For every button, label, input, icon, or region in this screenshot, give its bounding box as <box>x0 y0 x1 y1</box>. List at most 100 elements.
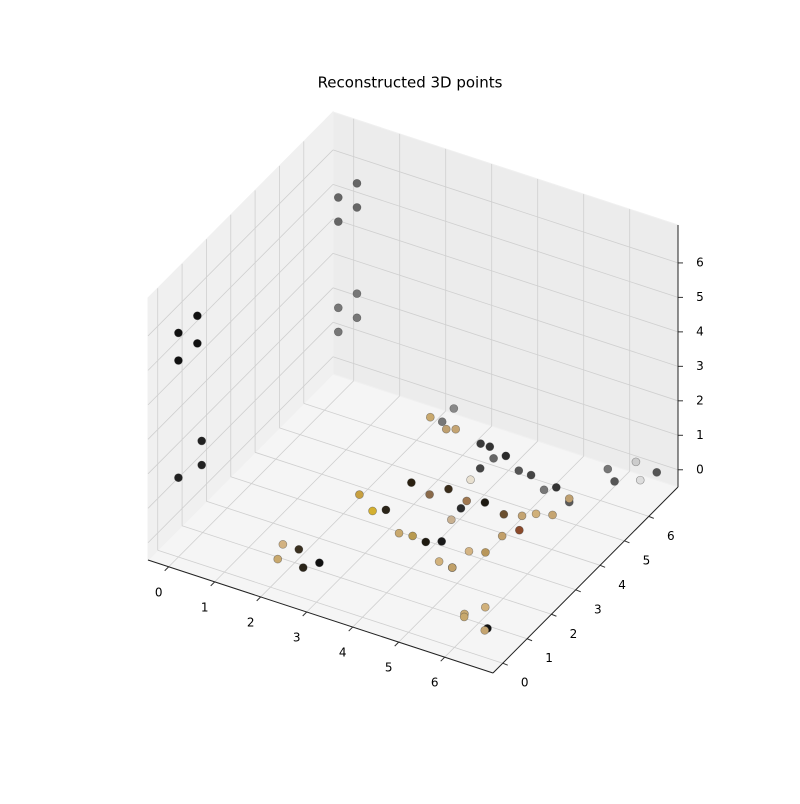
grid-line <box>352 440 538 628</box>
data-point <box>526 470 536 480</box>
data-point <box>551 483 561 492</box>
data-point <box>368 506 377 516</box>
z-tick-label: 0 <box>696 462 704 476</box>
y-tick-label: 2 <box>570 627 578 641</box>
grid-line <box>332 149 679 264</box>
y-tick-label: 5 <box>643 553 651 567</box>
data-point <box>441 424 451 434</box>
grid-line <box>444 470 630 658</box>
grid-line <box>303 402 649 517</box>
y-tick-label: 3 <box>594 602 602 616</box>
data-point <box>434 557 444 566</box>
grid-line <box>332 321 679 436</box>
tick-mark <box>502 662 508 666</box>
z-tick-label: 3 <box>696 359 704 373</box>
grid-line <box>168 380 354 568</box>
z-tick-label: 4 <box>696 324 704 338</box>
data-point <box>652 468 662 477</box>
tick-mark <box>648 515 654 519</box>
data-point <box>489 454 498 463</box>
data-point <box>437 537 446 546</box>
data-point <box>425 490 434 499</box>
data-point <box>174 356 183 365</box>
grid-line <box>306 425 492 613</box>
x-tick-label: 0 <box>155 585 163 599</box>
data-point <box>603 464 613 474</box>
tick-mark <box>599 564 606 568</box>
y-tick-label: 6 <box>667 529 675 543</box>
data-point <box>197 460 207 470</box>
data-point <box>610 477 619 486</box>
data-point <box>499 509 509 519</box>
x-tick-label: 6 <box>431 676 439 690</box>
data-point <box>631 457 641 467</box>
grid-line <box>332 287 679 402</box>
data-point <box>381 505 391 515</box>
grid-line <box>332 252 679 367</box>
data-point <box>174 328 183 338</box>
tick-mark <box>256 596 262 602</box>
tick-mark <box>624 540 630 544</box>
data-point <box>481 548 490 557</box>
data-point <box>635 475 645 485</box>
tick-mark <box>551 613 557 617</box>
data-point <box>539 485 549 495</box>
data-point <box>476 439 485 448</box>
data-point <box>408 531 417 541</box>
y-tick-label: 4 <box>618 578 626 592</box>
data-point <box>278 540 288 549</box>
tick-mark <box>302 611 308 617</box>
tick-mark <box>348 626 354 632</box>
data-point <box>480 498 490 507</box>
data-point <box>352 179 362 188</box>
z-tick-label: 2 <box>696 393 704 407</box>
data-point <box>352 289 362 298</box>
grid-line <box>332 184 679 298</box>
data-point <box>531 509 541 519</box>
grid-line <box>181 525 528 640</box>
data-point <box>459 612 469 622</box>
data-point <box>466 475 475 485</box>
y-tick-label: 1 <box>545 651 553 665</box>
data-point <box>421 537 431 547</box>
data-point <box>355 490 364 499</box>
grid-line <box>332 356 679 471</box>
data-point <box>352 313 362 323</box>
tick-mark <box>440 656 446 662</box>
data-point <box>437 417 447 427</box>
data-point <box>193 311 202 321</box>
data-point <box>333 193 343 202</box>
tick-mark <box>526 638 533 642</box>
data-point <box>425 412 435 422</box>
grid-line <box>254 451 601 566</box>
data-point <box>298 563 308 572</box>
grid-line <box>147 218 334 406</box>
x-axis-line <box>147 559 494 674</box>
data-point <box>480 602 490 612</box>
x-tick-label: 1 <box>201 600 209 614</box>
data-point <box>333 217 343 226</box>
data-point <box>333 327 343 337</box>
grid-line <box>157 549 503 664</box>
data-point <box>197 436 207 446</box>
data-point <box>514 466 524 475</box>
grid-line <box>260 410 446 598</box>
grid-line <box>332 218 679 333</box>
grid-line <box>147 356 334 544</box>
data-point <box>462 496 472 506</box>
data-point <box>174 473 183 483</box>
z-tick-label: 5 <box>696 290 704 304</box>
tick-mark <box>164 566 170 572</box>
x-tick-label: 2 <box>247 615 255 629</box>
data-point <box>501 451 511 461</box>
data-point <box>485 442 495 451</box>
data-point <box>315 558 324 568</box>
x-tick-label: 3 <box>293 630 301 644</box>
data-point <box>480 626 490 635</box>
data-point <box>464 546 474 556</box>
x-tick-label: 5 <box>385 661 393 675</box>
data-point <box>273 554 283 564</box>
x-tick-label: 4 <box>339 646 347 660</box>
